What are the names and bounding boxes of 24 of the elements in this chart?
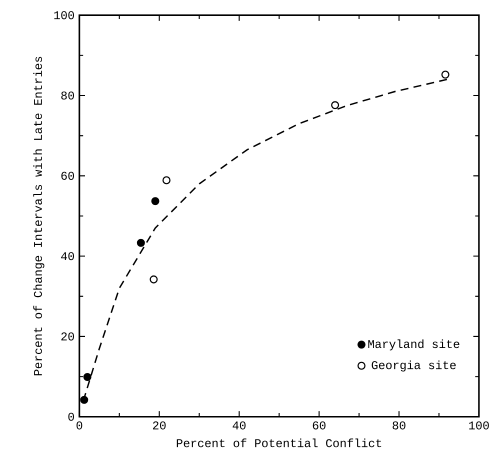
point <box>331 100 340 110</box>
y-tick-label: 100 <box>54 11 74 20</box>
point <box>83 372 92 381</box>
y-tick-label: 40 <box>61 252 74 260</box>
y-tick-label: 60 <box>61 172 74 180</box>
point <box>80 396 88 404</box>
legend-label: Georgia site <box>372 360 456 372</box>
y-tick-label: 20 <box>61 332 74 340</box>
x-tick-label: 0 <box>76 421 82 430</box>
legend-label: Maryland site <box>368 339 460 350</box>
x-tick-label: 100 <box>469 421 489 430</box>
point <box>162 176 171 184</box>
point <box>150 275 158 284</box>
x-axis-title: Percent of Potential Conflict <box>176 438 382 448</box>
x-tick-label: 40 <box>232 421 246 430</box>
x-tick-label: 60 <box>312 421 326 430</box>
y-tick-label: 80 <box>61 91 74 100</box>
x-tick-label: 20 <box>153 421 166 430</box>
y-tick-label: 0 <box>68 412 74 421</box>
point <box>441 70 450 79</box>
y-axis-title: Percent of Change Intervals with Late Entries <box>33 56 44 376</box>
point <box>136 238 145 247</box>
point <box>151 196 160 205</box>
x-tick-label: 80 <box>392 421 406 430</box>
